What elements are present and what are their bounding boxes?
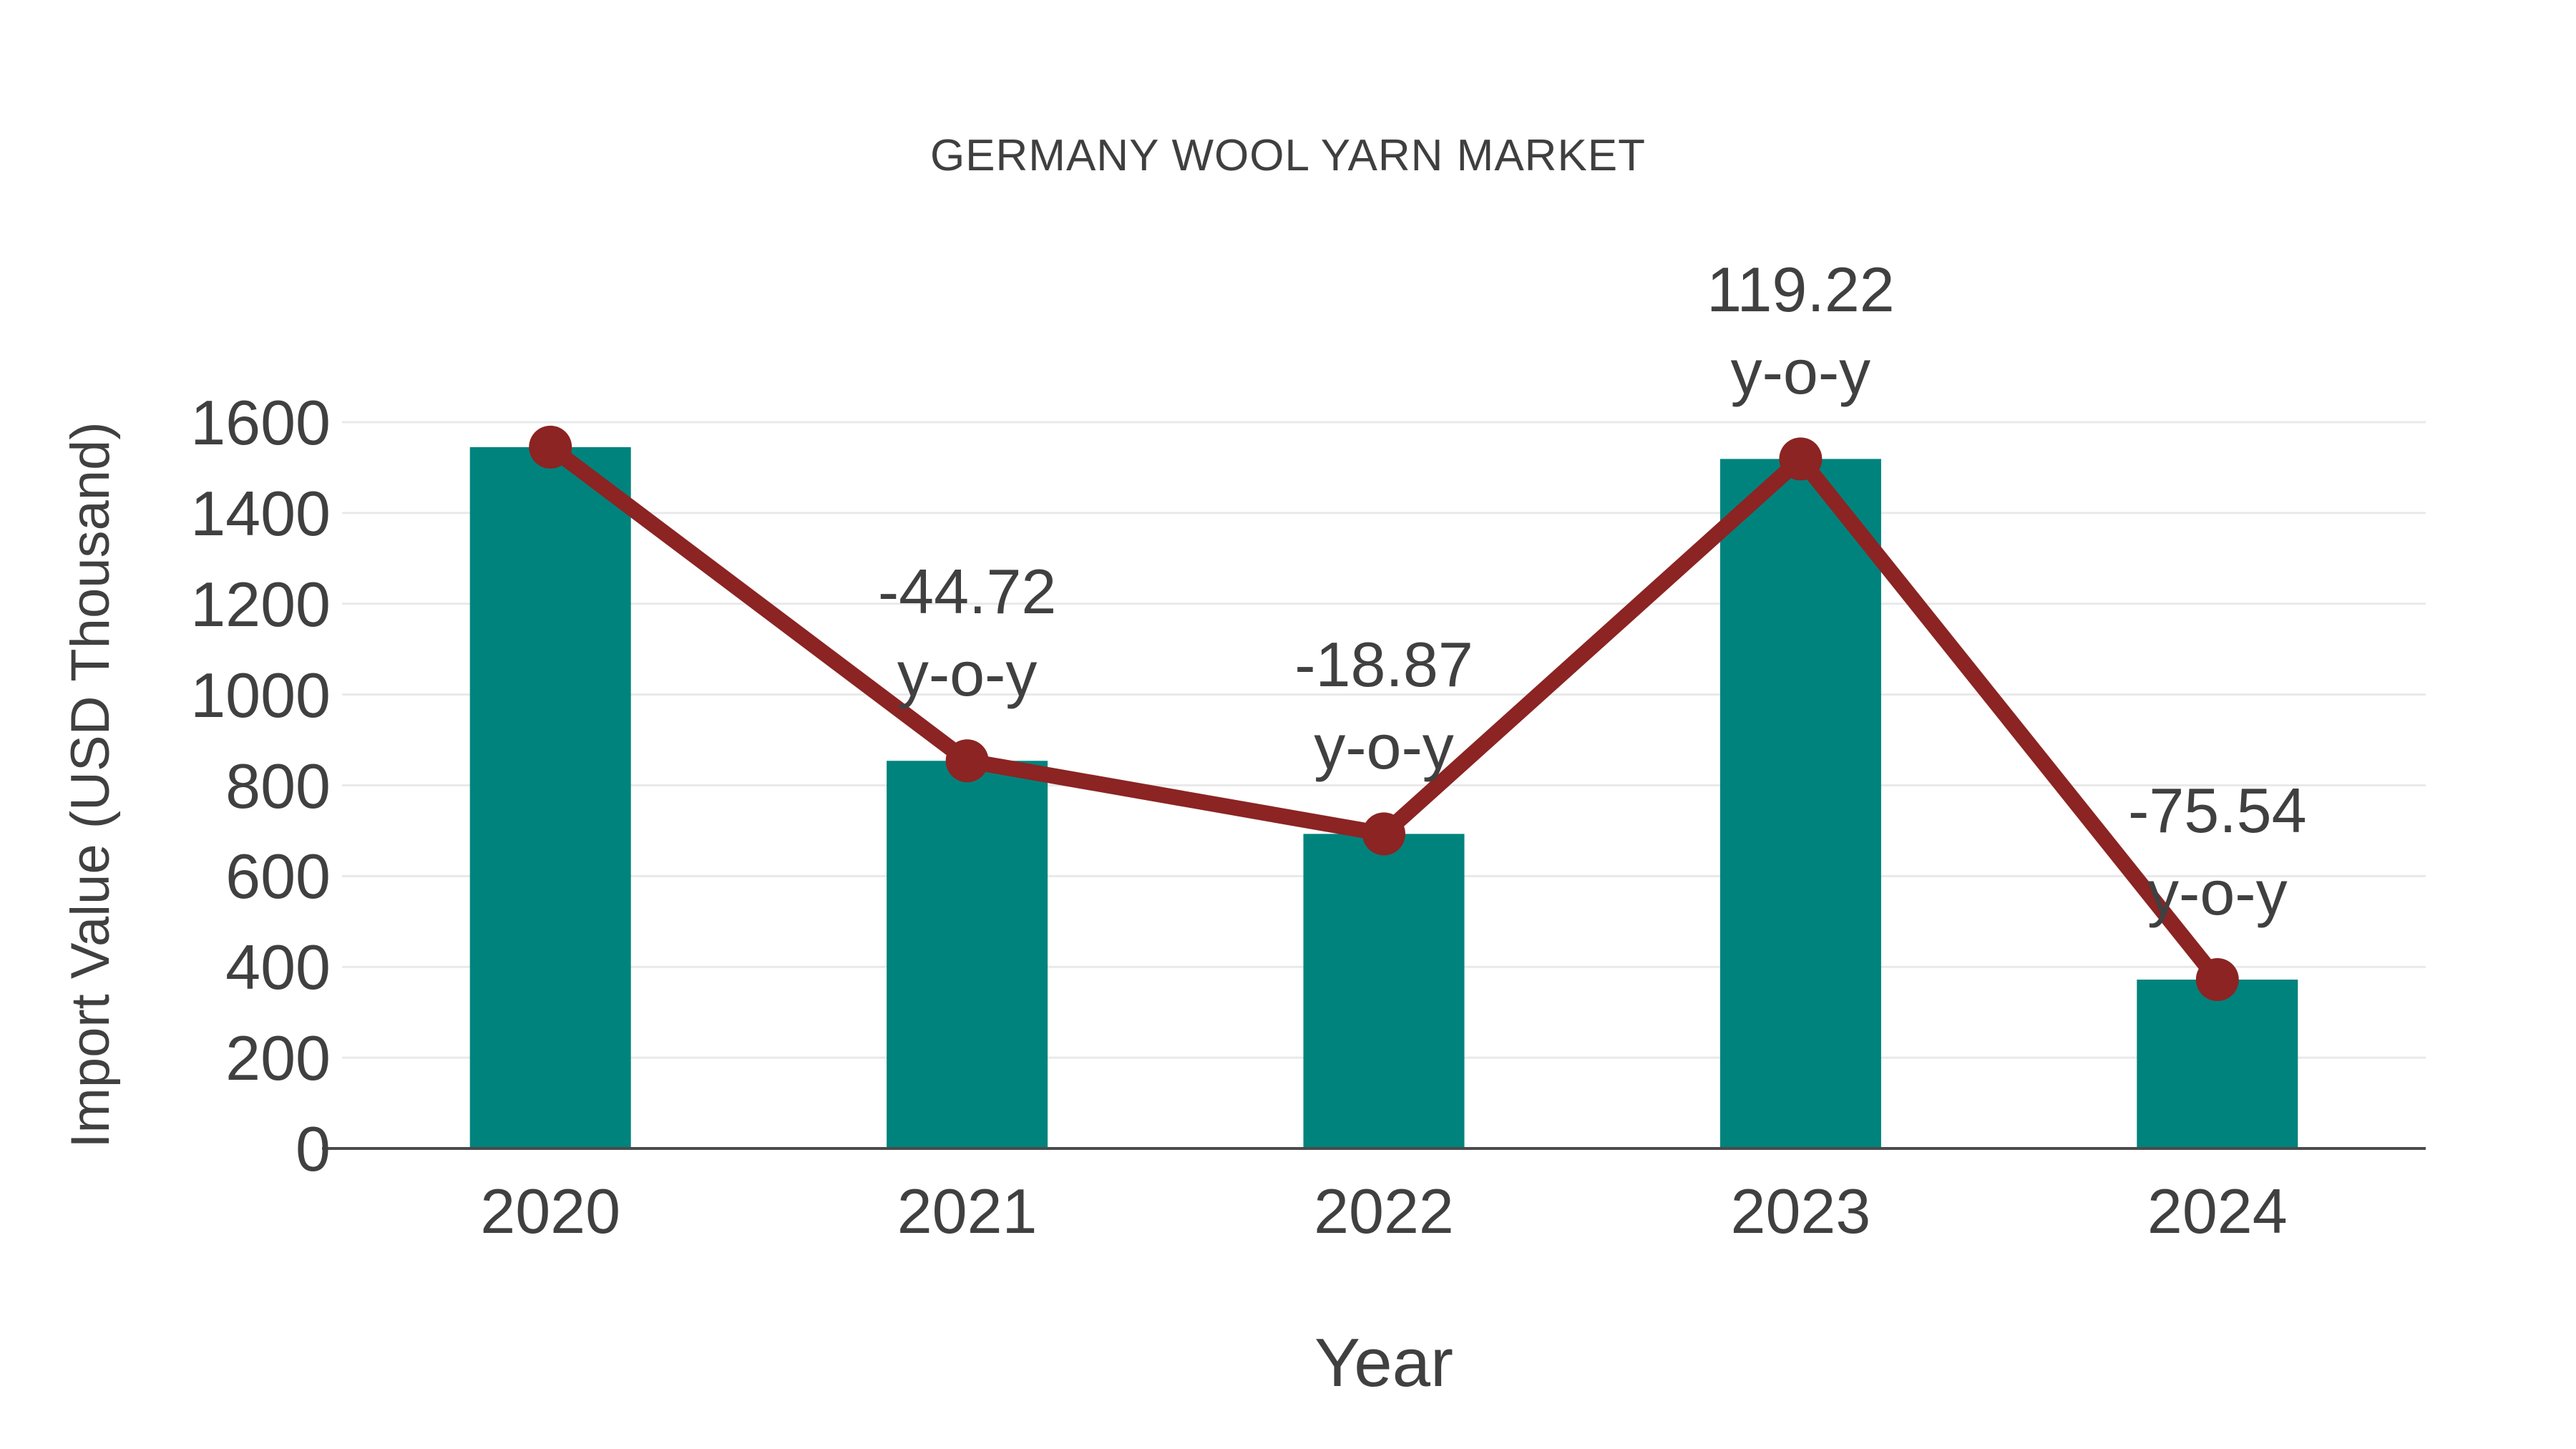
annotation-value-2022: -18.87 [1294, 629, 1473, 701]
x-tick-label-2023: 2023 [1730, 1176, 1871, 1246]
y-tick-label-1000: 1000 [190, 659, 331, 731]
annotation-yoy-label-2024: y-o-y [2147, 857, 2288, 928]
bar-2022 [1303, 834, 1465, 1148]
x-tick-label-2021: 2021 [897, 1176, 1038, 1246]
marker-2020 [529, 425, 572, 469]
y-tick-label-400: 400 [225, 932, 331, 1003]
x-tick-label-2024: 2024 [2147, 1176, 2288, 1246]
x-tick-label-2020: 2020 [480, 1176, 621, 1246]
y-tick-label-1200: 1200 [190, 568, 331, 640]
marker-2024 [2195, 958, 2239, 1002]
y-tick-label-800: 800 [225, 750, 331, 821]
marker-2022 [1362, 812, 1405, 856]
y-tick-label-1600: 1600 [190, 387, 331, 458]
bar-2024 [2137, 980, 2298, 1148]
annotation-yoy-label-2022: y-o-y [1314, 711, 1454, 783]
annotation-value-2021: -44.72 [877, 556, 1057, 628]
bar-2021 [887, 761, 1048, 1148]
annotation-2023: 119.22 y-o-y [1621, 248, 1979, 413]
annotation-2022: -18.87 y-o-y [1205, 623, 1563, 788]
y-tick-label-600: 600 [225, 841, 331, 912]
bar-2020 [469, 447, 631, 1148]
annotation-value-2024: -75.54 [2128, 775, 2307, 846]
annotation-2024: -75.54 y-o-y [2039, 769, 2396, 934]
y-tick-label-0: 0 [296, 1113, 331, 1184]
y-tick-label-1400: 1400 [190, 477, 331, 549]
x-tick-label-2022: 2022 [1314, 1176, 1454, 1246]
marker-2023 [1779, 437, 1823, 481]
x-axis-title: Year [1314, 1324, 1453, 1401]
bar-2023 [1719, 459, 1881, 1148]
annotation-yoy-label-2023: y-o-y [1730, 336, 1871, 408]
chart-title: GERMANY WOOL YARN MARKET [930, 131, 1646, 180]
annotation-value-2023: 119.22 [1707, 254, 1895, 326]
marker-2021 [945, 739, 989, 783]
y-tick-label-200: 200 [225, 1023, 331, 1094]
annotation-2021: -44.72 y-o-y [789, 550, 1146, 715]
annotation-yoy-label-2021: y-o-y [897, 638, 1038, 710]
